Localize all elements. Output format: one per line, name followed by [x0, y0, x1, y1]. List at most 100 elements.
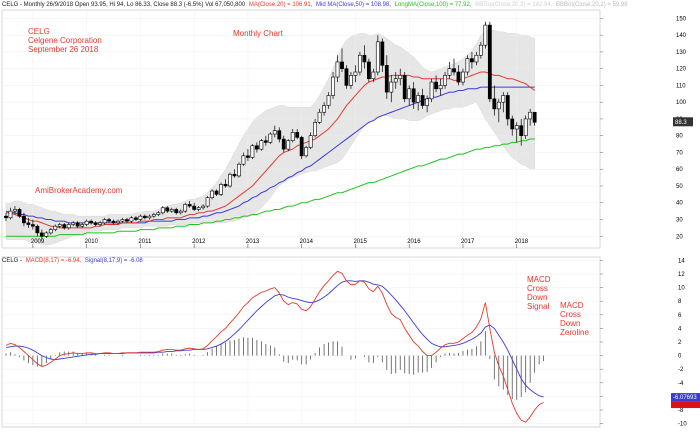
candle	[22, 212, 26, 227]
candle-body	[250, 145, 255, 158]
candle	[501, 92, 506, 113]
candle	[84, 219, 89, 227]
candle-body	[487, 24, 492, 100]
candle-body	[317, 111, 322, 123]
price-y-tick-label: 20	[676, 234, 683, 240]
candle	[443, 72, 447, 89]
candle-body	[470, 58, 474, 63]
candle-body	[66, 224, 71, 229]
last-price-tag: 88.3	[673, 117, 693, 127]
candle	[151, 212, 156, 218]
candle	[523, 115, 528, 140]
candle	[532, 111, 537, 126]
candle-body	[313, 121, 318, 137]
candle	[528, 108, 533, 126]
company-label: Celgene Corporation	[28, 36, 102, 45]
candle-body	[290, 132, 295, 142]
macd-y-tick-label: 8	[678, 299, 682, 305]
candle-body	[483, 24, 488, 46]
candle-body	[13, 209, 17, 212]
candle-body	[228, 173, 232, 187]
price-y-tick-label: 140	[676, 33, 687, 39]
candle-body	[22, 215, 26, 224]
candle-body	[129, 217, 134, 222]
candle	[407, 85, 412, 106]
candle-body	[308, 135, 313, 148]
candle	[434, 75, 438, 93]
candle-body	[246, 155, 250, 158]
candle	[411, 82, 416, 109]
bbtop-header: BBTop(Close,20,2) = 142.94,	[475, 2, 553, 8]
candle-body	[196, 207, 201, 210]
candle-body	[35, 225, 40, 234]
candle-body	[461, 71, 465, 83]
candle	[129, 216, 134, 223]
macd-cross-zero-note: MACD Cross Down Zeroline	[560, 301, 589, 337]
candle-body	[492, 98, 497, 110]
candle-body	[165, 207, 170, 212]
candle	[349, 72, 353, 89]
candle	[366, 58, 371, 83]
candle	[232, 169, 237, 178]
candle-body	[380, 41, 385, 66]
candle	[304, 145, 309, 158]
macd-header: MACD(8,17) = -6.94,	[26, 258, 82, 264]
candle	[461, 68, 465, 86]
candle-body	[93, 222, 98, 225]
candle	[313, 118, 318, 138]
candle-body	[519, 125, 524, 137]
candle-body	[107, 219, 111, 222]
note-line: Down	[560, 319, 580, 328]
x-tick-label: 2015	[353, 239, 367, 245]
x-tick-label: 2013	[246, 239, 260, 245]
candle	[174, 207, 179, 215]
candle-body	[125, 219, 129, 222]
candle	[277, 127, 282, 143]
price-y-axis: 2030405060708090100110120130140150	[600, 16, 687, 240]
candle	[53, 224, 58, 232]
candle	[470, 51, 474, 69]
candle	[183, 202, 188, 213]
candles	[4, 21, 537, 240]
candle	[272, 125, 277, 138]
candle-body	[30, 224, 35, 227]
candle-body	[98, 222, 102, 225]
candle	[237, 162, 241, 178]
candle-body	[120, 219, 125, 222]
candle	[456, 65, 461, 86]
macd-y-tick-label: -8	[678, 408, 684, 414]
candle-body	[111, 220, 116, 224]
macd-y-tick-label: 14	[678, 258, 685, 264]
x-tick-label: 2011	[138, 239, 152, 245]
candle-body	[116, 220, 120, 224]
candle-body	[219, 184, 223, 195]
candle-body	[349, 75, 353, 86]
candle-body	[398, 75, 403, 80]
candle	[223, 179, 228, 188]
candle	[465, 55, 470, 76]
candle-body	[389, 81, 394, 93]
candle	[210, 189, 214, 200]
candle-body	[447, 68, 452, 76]
candle	[452, 58, 456, 76]
ma20-header: MA(Close,20) = 106.91,	[249, 2, 313, 8]
candle-body	[416, 95, 421, 103]
candle	[483, 21, 488, 49]
candle	[142, 214, 147, 220]
candle	[371, 68, 376, 83]
x-tick-label: 2014	[300, 239, 314, 245]
candle-body	[335, 61, 340, 78]
macd-red-tag	[671, 401, 700, 409]
candle	[286, 139, 291, 151]
candle-body	[326, 95, 331, 106]
candle	[169, 207, 174, 213]
candle-body	[62, 224, 67, 229]
candle-body	[192, 205, 197, 210]
candle	[196, 206, 201, 212]
candle-body	[523, 118, 528, 137]
price-y-tick-label: 70	[676, 150, 683, 156]
candle-body	[304, 147, 309, 157]
candle-body	[375, 41, 380, 73]
candle	[380, 38, 385, 73]
